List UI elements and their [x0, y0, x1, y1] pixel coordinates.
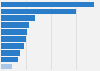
Bar	[1, 2, 94, 7]
Bar	[1, 9, 76, 14]
Bar	[1, 43, 24, 49]
Bar	[1, 29, 27, 35]
Bar	[1, 64, 12, 69]
Bar	[1, 15, 35, 21]
Bar	[1, 57, 18, 62]
Bar	[1, 36, 26, 42]
Bar	[1, 50, 20, 56]
Bar	[1, 22, 29, 28]
